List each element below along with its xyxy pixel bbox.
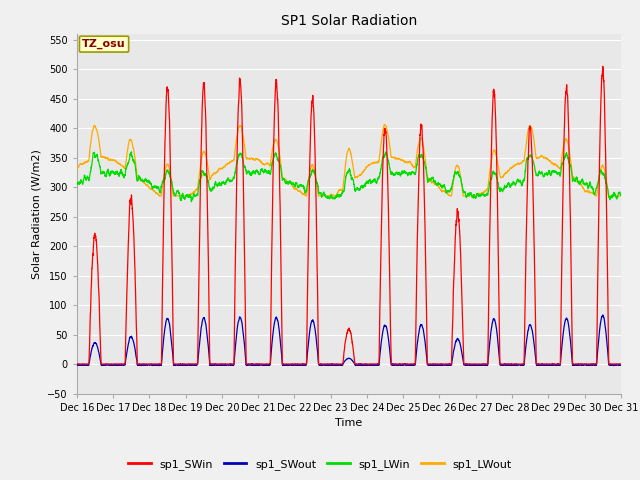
sp1_SWout	[617, 361, 625, 367]
sp1_LWout	[380, 122, 388, 128]
sp1_LWin	[617, 192, 625, 198]
Line: sp1_LWin: sp1_LWin	[77, 152, 621, 202]
Legend: sp1_SWin, sp1_SWout, sp1_LWin, sp1_LWout: sp1_SWin, sp1_SWout, sp1_LWin, sp1_LWout	[124, 455, 516, 474]
sp1_LWin	[171, 192, 179, 198]
Line: sp1_SWin: sp1_SWin	[77, 66, 621, 364]
sp1_LWout	[441, 189, 449, 194]
sp1_SWin	[471, 361, 479, 367]
sp1_SWout	[171, 362, 179, 368]
sp1_LWin	[73, 182, 81, 188]
sp1_SWout	[73, 362, 81, 368]
sp1_LWout	[73, 166, 81, 172]
sp1_SWout	[616, 362, 624, 368]
sp1_LWin	[127, 149, 135, 155]
X-axis label: Time: Time	[335, 418, 362, 428]
sp1_SWout	[440, 362, 448, 368]
sp1_SWin	[440, 361, 448, 367]
sp1_LWout	[502, 170, 509, 176]
sp1_SWin	[599, 63, 607, 69]
sp1_SWin	[171, 361, 179, 367]
sp1_LWout	[171, 193, 179, 199]
sp1_SWin	[502, 361, 509, 367]
sp1_SWout	[328, 362, 336, 368]
sp1_LWin	[471, 194, 479, 200]
sp1_SWout	[599, 312, 607, 318]
sp1_SWin	[617, 361, 625, 367]
sp1_SWout	[610, 363, 618, 369]
Line: sp1_LWout: sp1_LWout	[77, 125, 621, 196]
sp1_LWout	[471, 193, 479, 199]
sp1_LWin	[188, 199, 195, 204]
sp1_LWout	[156, 193, 164, 199]
sp1_LWin	[616, 192, 624, 197]
Text: TZ_osu: TZ_osu	[82, 39, 126, 49]
Line: sp1_SWout: sp1_SWout	[77, 315, 621, 366]
sp1_SWin	[328, 361, 336, 367]
sp1_LWin	[502, 184, 509, 190]
sp1_SWin	[616, 361, 624, 367]
Title: SP1 Solar Radiation: SP1 Solar Radiation	[281, 14, 417, 28]
sp1_LWout	[329, 192, 337, 198]
sp1_LWout	[616, 193, 624, 199]
sp1_SWout	[471, 362, 479, 368]
sp1_SWout	[502, 361, 509, 367]
sp1_LWin	[329, 195, 337, 201]
sp1_LWout	[617, 193, 625, 199]
sp1_SWin	[73, 361, 81, 367]
sp1_LWin	[441, 183, 449, 189]
Y-axis label: Solar Radiation (W/m2): Solar Radiation (W/m2)	[32, 149, 42, 278]
